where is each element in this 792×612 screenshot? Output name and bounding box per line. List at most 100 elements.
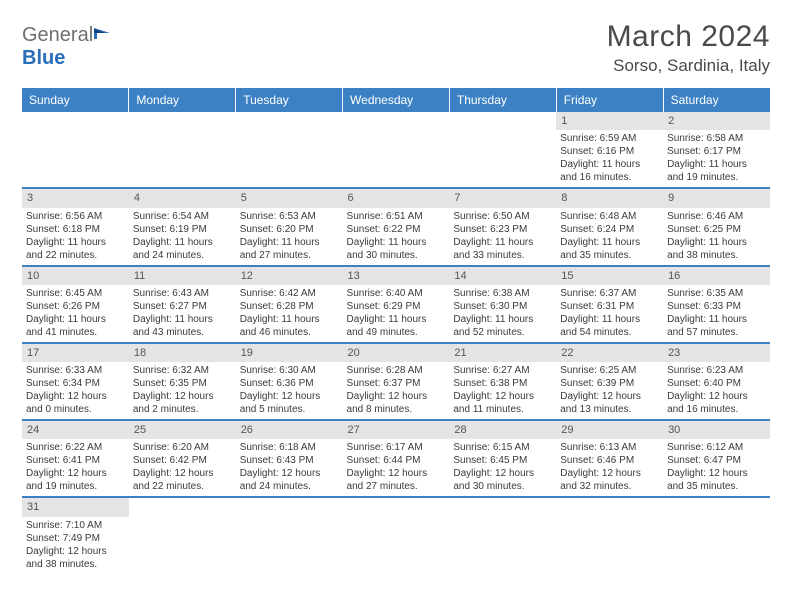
day-number: 9 (663, 189, 770, 207)
day-number: 17 (22, 344, 129, 362)
calendar-day-cell (236, 497, 343, 573)
day-number: 14 (449, 267, 556, 285)
calendar-day-cell (343, 112, 450, 188)
calendar-body: 1Sunrise: 6:59 AMSunset: 6:16 PMDaylight… (22, 112, 770, 574)
day-number: 19 (236, 344, 343, 362)
day-number: 6 (343, 189, 450, 207)
day-sunset: Sunset: 6:38 PM (453, 377, 552, 390)
day-sunrise: Sunrise: 6:23 AM (667, 364, 766, 377)
header: GeneralBlue March 2024 Sorso, Sardinia, … (22, 20, 770, 76)
day-sunrise: Sunrise: 6:27 AM (453, 364, 552, 377)
day-number: 23 (663, 344, 770, 362)
day-number: 27 (343, 421, 450, 439)
day-daylight: Daylight: 11 hours and 16 minutes. (560, 158, 659, 184)
calendar-day-cell: 2Sunrise: 6:58 AMSunset: 6:17 PMDaylight… (663, 112, 770, 188)
day-sunset: Sunset: 6:30 PM (453, 300, 552, 313)
day-number: 20 (343, 344, 450, 362)
day-daylight: Daylight: 11 hours and 33 minutes. (453, 236, 552, 262)
calendar-day-cell: 15Sunrise: 6:37 AMSunset: 6:31 PMDayligh… (556, 266, 663, 343)
day-sunset: Sunset: 6:26 PM (26, 300, 125, 313)
calendar-week-row: 24Sunrise: 6:22 AMSunset: 6:41 PMDayligh… (22, 420, 770, 497)
calendar-day-cell: 24Sunrise: 6:22 AMSunset: 6:41 PMDayligh… (22, 420, 129, 497)
day-sunset: Sunset: 6:41 PM (26, 454, 125, 467)
calendar-day-cell: 5Sunrise: 6:53 AMSunset: 6:20 PMDaylight… (236, 188, 343, 265)
day-sunrise: Sunrise: 6:12 AM (667, 441, 766, 454)
day-sunset: Sunset: 6:17 PM (667, 145, 766, 158)
day-sunrise: Sunrise: 6:25 AM (560, 364, 659, 377)
weekday-header: Thursday (449, 88, 556, 112)
day-sunset: Sunset: 6:44 PM (347, 454, 446, 467)
day-number: 10 (22, 267, 129, 285)
brand-part2: Blue (22, 47, 65, 69)
day-number: 31 (22, 498, 129, 516)
calendar-day-cell: 10Sunrise: 6:45 AMSunset: 6:26 PMDayligh… (22, 266, 129, 343)
day-daylight: Daylight: 12 hours and 2 minutes. (133, 390, 232, 416)
calendar-day-cell (556, 497, 663, 573)
calendar-day-cell: 30Sunrise: 6:12 AMSunset: 6:47 PMDayligh… (663, 420, 770, 497)
day-number: 8 (556, 189, 663, 207)
day-daylight: Daylight: 11 hours and 43 minutes. (133, 313, 232, 339)
day-sunset: Sunset: 6:31 PM (560, 300, 659, 313)
calendar-day-cell (22, 112, 129, 188)
day-number: 4 (129, 189, 236, 207)
day-sunrise: Sunrise: 6:59 AM (560, 132, 659, 145)
day-sunrise: Sunrise: 6:46 AM (667, 210, 766, 223)
day-sunrise: Sunrise: 6:53 AM (240, 210, 339, 223)
day-daylight: Daylight: 12 hours and 24 minutes. (240, 467, 339, 493)
day-sunset: Sunset: 6:23 PM (453, 223, 552, 236)
day-sunrise: Sunrise: 6:30 AM (240, 364, 339, 377)
calendar-week-row: 31Sunrise: 7:10 AMSunset: 7:49 PMDayligh… (22, 497, 770, 573)
calendar-day-cell: 7Sunrise: 6:50 AMSunset: 6:23 PMDaylight… (449, 188, 556, 265)
page: GeneralBlue March 2024 Sorso, Sardinia, … (0, 0, 792, 594)
calendar-week-row: 17Sunrise: 6:33 AMSunset: 6:34 PMDayligh… (22, 343, 770, 420)
day-daylight: Daylight: 12 hours and 13 minutes. (560, 390, 659, 416)
day-sunrise: Sunrise: 6:54 AM (133, 210, 232, 223)
calendar-day-cell (236, 112, 343, 188)
calendar-day-cell (663, 497, 770, 573)
day-sunrise: Sunrise: 6:32 AM (133, 364, 232, 377)
calendar-day-cell (129, 112, 236, 188)
day-daylight: Daylight: 11 hours and 46 minutes. (240, 313, 339, 339)
calendar-day-cell: 19 Sunrise: 6:30 AMSunset: 6:36 PMDayligh… (236, 343, 343, 420)
day-number: 25 (129, 421, 236, 439)
month-title: March 2024 (607, 20, 770, 54)
day-sunrise: Sunrise: 6:35 AM (667, 287, 766, 300)
calendar-table: SundayMondayTuesdayWednesdayThursdayFrid… (22, 88, 770, 574)
day-daylight: Daylight: 12 hours and 32 minutes. (560, 467, 659, 493)
day-daylight: Daylight: 11 hours and 22 minutes. (26, 236, 125, 262)
day-sunset: Sunset: 6:34 PM (26, 377, 125, 390)
day-sunrise: Sunrise: 6:43 AM (133, 287, 232, 300)
day-sunrise: Sunrise: 6:58 AM (667, 132, 766, 145)
day-number: 21 (449, 344, 556, 362)
day-sunset: Sunset: 6:42 PM (133, 454, 232, 467)
calendar-header-row: SundayMondayTuesdayWednesdayThursdayFrid… (22, 88, 770, 112)
day-sunrise: Sunrise: 6:33 AM (26, 364, 125, 377)
day-daylight: Daylight: 11 hours and 38 minutes. (667, 236, 766, 262)
day-sunset: Sunset: 6:28 PM (240, 300, 339, 313)
flag-icon (94, 24, 112, 47)
day-number: 16 (663, 267, 770, 285)
brand-part1: General (22, 24, 93, 46)
day-sunrise: Sunrise: 6:38 AM (453, 287, 552, 300)
calendar-day-cell: 13Sunrise: 6:40 AMSunset: 6:29 PMDayligh… (343, 266, 450, 343)
day-sunrise: Sunrise: 6:37 AM (560, 287, 659, 300)
day-daylight: Daylight: 11 hours and 35 minutes. (560, 236, 659, 262)
weekday-header: Saturday (663, 88, 770, 112)
day-number: 15 (556, 267, 663, 285)
day-sunrise: Sunrise: 7:10 AM (26, 519, 125, 532)
day-sunset: Sunset: 7:49 PM (26, 532, 125, 545)
calendar-week-row: 1Sunrise: 6:59 AMSunset: 6:16 PMDaylight… (22, 112, 770, 188)
day-daylight: Daylight: 12 hours and 30 minutes. (453, 467, 552, 493)
day-sunset: Sunset: 6:22 PM (347, 223, 446, 236)
day-daylight: Daylight: 12 hours and 0 minutes. (26, 390, 125, 416)
day-sunset: Sunset: 6:45 PM (453, 454, 552, 467)
day-sunset: Sunset: 6:36 PM (240, 377, 339, 390)
weekday-header: Sunday (22, 88, 129, 112)
brand-text: GeneralBlue (22, 24, 112, 70)
calendar-day-cell: 28Sunrise: 6:15 AMSunset: 6:45 PMDayligh… (449, 420, 556, 497)
day-number: 30 (663, 421, 770, 439)
day-number: 28 (449, 421, 556, 439)
day-daylight: Daylight: 12 hours and 5 minutes. (240, 390, 339, 416)
day-number: 3 (22, 189, 129, 207)
day-sunset: Sunset: 6:20 PM (240, 223, 339, 236)
